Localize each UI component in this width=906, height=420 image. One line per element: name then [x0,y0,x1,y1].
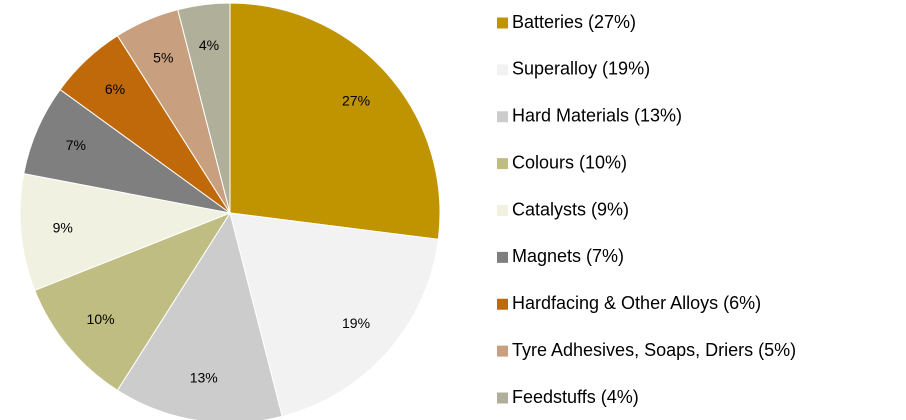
slice-label: 7% [66,137,86,153]
pie-slice [19,173,232,291]
legend-label: Batteries (27%) [512,12,636,32]
legend-swatch [497,64,508,76]
slice-label: 19% [342,315,370,331]
legend-label: Hard Materials (13%) [512,106,682,126]
legend-label: Catalysts (9%) [512,199,629,219]
legend-label: Tyre Adhesives, Soaps, Driers (5%) [512,340,796,360]
slice-label: 4% [199,37,219,53]
slice-label: 5% [153,50,173,66]
legend-label: Magnets (7%) [512,246,624,266]
slice-label: 10% [87,311,115,327]
legend-swatch [497,158,508,170]
pie-slice [116,211,283,420]
legend-label: Superalloy (19%) [512,59,650,79]
legend-swatch [497,392,508,404]
slice-label: 9% [53,220,73,236]
legend-label: Hardfacing & Other Alloys (6%) [512,293,761,313]
legend-swatch [497,111,508,123]
slice-label: 27% [342,93,370,109]
pie-slice [34,211,232,391]
slice-label: 13% [190,370,218,386]
pie-slice [177,2,231,214]
legend-swatch [497,251,508,263]
legend-swatch [497,205,508,216]
legend-label: Colours (10%) [512,152,627,172]
legend-swatch [497,298,508,310]
legend-swatch [497,17,508,29]
legend-label: Feedstuffs (4%) [512,387,639,407]
pie-slice [229,2,441,240]
legend-swatch [497,345,508,357]
pie-slice [229,212,439,418]
slice-label: 6% [105,81,125,97]
